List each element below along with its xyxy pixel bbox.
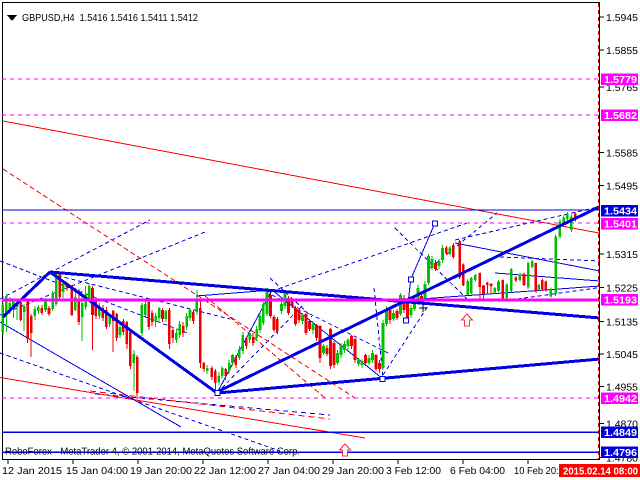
svg-text:12 Jan 2015: 12 Jan 2015 xyxy=(2,466,62,477)
svg-text:1.5315: 1.5315 xyxy=(606,250,638,261)
svg-text:1.4955: 1.4955 xyxy=(606,383,638,394)
svg-text:1.4796: 1.4796 xyxy=(604,448,637,459)
svg-text:3 Feb 12:00: 3 Feb 12:00 xyxy=(386,466,441,477)
svg-text:1.5434: 1.5434 xyxy=(604,207,637,218)
svg-text:27 Jan 04:00: 27 Jan 04:00 xyxy=(258,466,320,477)
svg-text:29 Jan 20:00: 29 Jan 20:00 xyxy=(322,466,384,477)
svg-text:1.4780: 1.4780 xyxy=(606,454,638,465)
svg-text:GBPUSD,H4 1.5416 1.5416 1.541: GBPUSD,H4 1.5416 1.5416 1.5411 1.5412 xyxy=(22,12,198,24)
svg-text:22 Jan 12:00: 22 Jan 12:00 xyxy=(194,466,256,477)
svg-text:1.5135: 1.5135 xyxy=(606,318,638,329)
svg-text:15 Jan 04:00: 15 Jan 04:00 xyxy=(66,466,128,477)
svg-text:1.5945: 1.5945 xyxy=(606,13,638,24)
svg-text:1.5682: 1.5682 xyxy=(604,111,637,122)
svg-text:1.4849: 1.4849 xyxy=(604,428,637,439)
svg-text:1.4870: 1.4870 xyxy=(606,420,638,431)
svg-text:1.5495: 1.5495 xyxy=(606,182,638,193)
svg-text:1.5193: 1.5193 xyxy=(604,296,637,307)
svg-text:1.5225: 1.5225 xyxy=(606,284,638,295)
svg-text:2015.02.14 08:00: 2015.02.14 08:00 xyxy=(563,467,638,478)
svg-text:1.5045: 1.5045 xyxy=(606,350,638,361)
svg-text:19 Jan 20:00: 19 Jan 20:00 xyxy=(130,466,192,477)
svg-text:1.5401: 1.5401 xyxy=(604,220,637,231)
svg-text:1.5765: 1.5765 xyxy=(606,83,638,94)
svg-text:1.5779: 1.5779 xyxy=(604,75,637,86)
svg-text:RoboForex - MetaTrader 4, © 20: RoboForex - MetaTrader 4, © 2001-2014, M… xyxy=(5,447,300,458)
svg-text:1.5855: 1.5855 xyxy=(606,46,638,57)
svg-text:1.5585: 1.5585 xyxy=(606,149,638,160)
svg-text:1.4942: 1.4942 xyxy=(604,394,637,405)
svg-text:6 Feb 04:00: 6 Feb 04:00 xyxy=(450,466,505,477)
svg-text:10 Feb 20:00: 10 Feb 20:00 xyxy=(514,466,569,477)
